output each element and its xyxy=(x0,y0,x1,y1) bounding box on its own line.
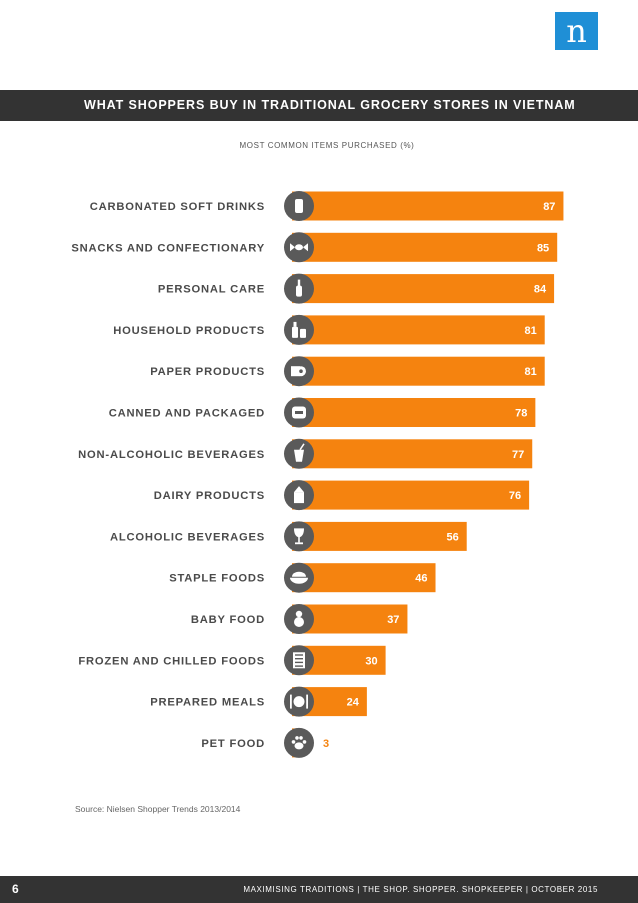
bottle-icon xyxy=(284,273,314,304)
wine-glass-icon xyxy=(284,521,314,552)
bar xyxy=(292,563,436,593)
category-label: HOUSEHOLD PRODUCTS xyxy=(113,325,265,337)
rice-bowl-icon xyxy=(284,562,314,593)
bar xyxy=(292,439,533,469)
category-label: PREPARED MEALS xyxy=(150,697,265,709)
canned-food-icon xyxy=(284,397,314,428)
bar xyxy=(292,315,545,345)
value-label: 24 xyxy=(347,697,360,709)
value-label: 78 xyxy=(515,408,527,420)
freezer-icon xyxy=(284,645,314,676)
value-label: 77 xyxy=(512,449,524,461)
milk-carton-icon xyxy=(284,480,314,511)
value-label: 76 xyxy=(509,490,521,502)
footer-text: MAXIMISING TRADITIONS | THE SHOP. SHOPPE… xyxy=(243,885,598,894)
footer-bar: 6 MAXIMISING TRADITIONS | THE SHOP. SHOP… xyxy=(0,876,638,903)
category-label: CARBONATED SOFT DRINKS xyxy=(90,201,265,213)
paw-icon xyxy=(284,727,314,758)
chart-title: MOST COMMON ITEMS PURCHASED (%) xyxy=(239,141,415,150)
source-note: Source: Nielsen Shopper Trends 2013/2014 xyxy=(75,804,241,814)
nielsen-logo: n xyxy=(555,12,598,50)
value-label: 3 xyxy=(323,738,329,750)
category-label: NON-ALCOHOLIC BEVERAGES xyxy=(78,449,265,461)
category-label: DAIRY PRODUCTS xyxy=(154,490,265,502)
category-label: PERSONAL CARE xyxy=(158,284,265,296)
category-label: PAPER PRODUCTS xyxy=(150,366,265,378)
value-label: 56 xyxy=(446,531,458,543)
category-label: BABY FOOD xyxy=(191,614,265,626)
bar-chart: CARBONATED SOFT DRINKS 87 SNACKS AND CONFE… xyxy=(71,191,564,758)
bar xyxy=(292,191,564,221)
baby-icon xyxy=(284,604,314,634)
bar xyxy=(292,232,558,262)
candy-icon xyxy=(284,232,314,263)
value-label: 81 xyxy=(524,366,536,378)
toilet-paper-icon xyxy=(284,356,314,387)
page-number: 6 xyxy=(12,882,19,896)
value-label: 87 xyxy=(543,201,555,213)
category-label: PET FOOD xyxy=(201,738,265,750)
bar xyxy=(292,398,536,427)
cutlery-icon xyxy=(284,686,314,717)
category-label: SNACKS AND CONFECTIONARY xyxy=(71,242,265,254)
bar xyxy=(292,274,555,304)
category-label: FROZEN AND CHILLED FOODS xyxy=(78,655,265,667)
category-label: ALCOHOLIC BEVERAGES xyxy=(110,531,265,543)
category-label: CANNED AND PACKAGED xyxy=(109,408,265,420)
value-label: 46 xyxy=(415,573,427,585)
value-label: 30 xyxy=(365,655,377,667)
soda-can-icon xyxy=(284,191,314,221)
bar xyxy=(292,521,467,551)
drink-cup-icon xyxy=(284,438,314,469)
value-label: 37 xyxy=(387,614,399,626)
value-label: 84 xyxy=(534,284,547,296)
category-label: STAPLE FOODS xyxy=(169,573,265,585)
cleaning-bottles-icon xyxy=(284,314,314,345)
bar xyxy=(292,480,530,510)
bar xyxy=(292,356,545,386)
value-label: 81 xyxy=(524,325,536,337)
page-title: WHAT SHOPPERS BUY IN TRADITIONAL GROCERY… xyxy=(0,90,638,121)
value-label: 85 xyxy=(537,242,549,254)
